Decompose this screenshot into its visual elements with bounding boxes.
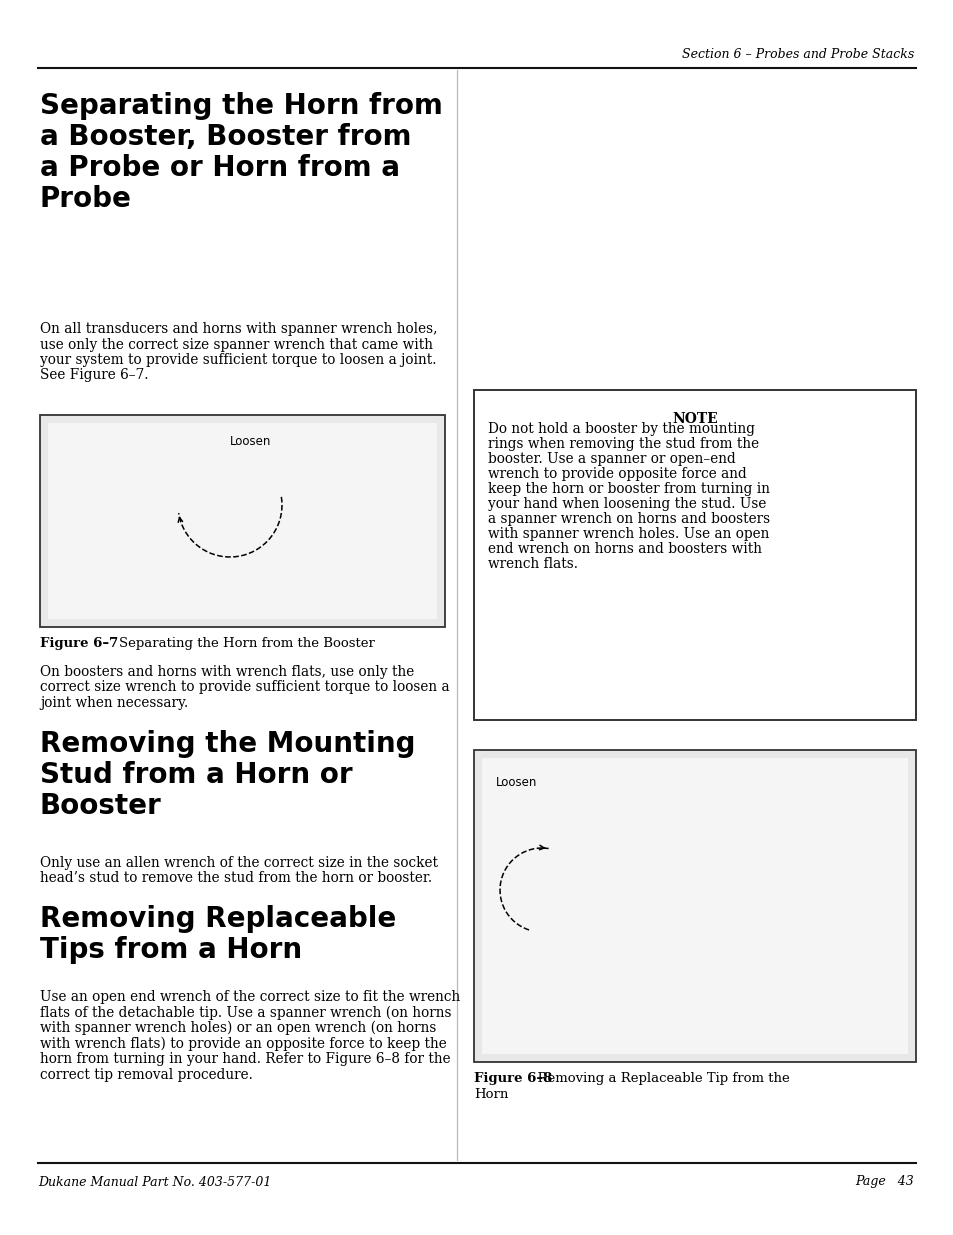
Text: Figure 6–8: Figure 6–8	[474, 1072, 552, 1086]
Bar	[474, 390, 915, 720]
Text: with wrench flats) to provide an opposite force to keep the: with wrench flats) to provide an opposit…	[40, 1036, 446, 1051]
Text: correct tip removal procedure.: correct tip removal procedure.	[40, 1067, 253, 1082]
Text: end wrench on horns and boosters with: end wrench on horns and boosters with	[488, 542, 761, 556]
Text: See Figure 6–7.: See Figure 6–7.	[40, 368, 149, 383]
Text: On boosters and horns with wrench flats, use only the: On boosters and horns with wrench flats,…	[40, 664, 414, 679]
Bar	[474, 750, 915, 1062]
Text: Only use an allen wrench of the correct size in the socket: Only use an allen wrench of the correct …	[40, 856, 437, 869]
Text: NOTE: NOTE	[672, 412, 717, 426]
Text: Dukane Manual Part No. 403-577-01: Dukane Manual Part No. 403-577-01	[38, 1176, 271, 1188]
Text: Loosen: Loosen	[496, 776, 537, 789]
Text: your hand when loosening the stud. Use: your hand when loosening the stud. Use	[488, 496, 765, 511]
Text: Figure 6–7: Figure 6–7	[40, 637, 118, 650]
Text: joint when necessary.: joint when necessary.	[40, 697, 188, 710]
Text: correct size wrench to provide sufficient torque to loosen a: correct size wrench to provide sufficien…	[40, 680, 449, 694]
Text: wrench to provide opposite force and: wrench to provide opposite force and	[488, 467, 746, 480]
Text: Loosen: Loosen	[230, 435, 271, 448]
Text: horn from turning in your hand. Refer to Figure 6–8 for the: horn from turning in your hand. Refer to…	[40, 1052, 450, 1066]
Text: Separating the Horn from the Booster: Separating the Horn from the Booster	[102, 637, 375, 650]
Text: Removing the Mounting
Stud from a Horn or
Booster: Removing the Mounting Stud from a Horn o…	[40, 730, 416, 820]
Text: head’s stud to remove the stud from the horn or booster.: head’s stud to remove the stud from the …	[40, 872, 432, 885]
Bar	[40, 415, 444, 627]
Text: Section 6 – Probes and Probe Stacks: Section 6 – Probes and Probe Stacks	[681, 48, 913, 62]
Text: booster. Use a spanner or open–end: booster. Use a spanner or open–end	[488, 452, 735, 466]
Bar	[48, 424, 436, 619]
Text: Page   43: Page 43	[854, 1176, 913, 1188]
Text: Do not hold a booster by the mounting: Do not hold a booster by the mounting	[488, 422, 754, 436]
Text: wrench flats.: wrench flats.	[488, 557, 578, 571]
Text: Use an open end wrench of the correct size to fit the wrench: Use an open end wrench of the correct si…	[40, 990, 459, 1004]
Text: On all transducers and horns with spanner wrench holes,: On all transducers and horns with spanne…	[40, 322, 437, 336]
Text: Horn: Horn	[474, 1088, 508, 1100]
Text: your system to provide sufficient torque to loosen a joint.: your system to provide sufficient torque…	[40, 353, 436, 367]
Text: flats of the detachable tip. Use a spanner wrench (on horns: flats of the detachable tip. Use a spann…	[40, 1005, 451, 1020]
Bar	[481, 758, 907, 1053]
Text: with spanner wrench holes) or an open wrench (on horns: with spanner wrench holes) or an open wr…	[40, 1021, 436, 1035]
Text: with spanner wrench holes. Use an open: with spanner wrench holes. Use an open	[488, 527, 768, 541]
Text: Removing a Replaceable Tip from the: Removing a Replaceable Tip from the	[529, 1072, 789, 1086]
Text: use only the correct size spanner wrench that came with: use only the correct size spanner wrench…	[40, 337, 433, 352]
Text: a spanner wrench on horns and boosters: a spanner wrench on horns and boosters	[488, 513, 769, 526]
Text: Separating the Horn from
a Booster, Booster from
a Probe or Horn from a
Probe: Separating the Horn from a Booster, Boos…	[40, 91, 442, 212]
Text: keep the horn or booster from turning in: keep the horn or booster from turning in	[488, 482, 769, 496]
Text: rings when removing the stud from the: rings when removing the stud from the	[488, 437, 759, 451]
Text: Removing Replaceable
Tips from a Horn: Removing Replaceable Tips from a Horn	[40, 905, 395, 963]
